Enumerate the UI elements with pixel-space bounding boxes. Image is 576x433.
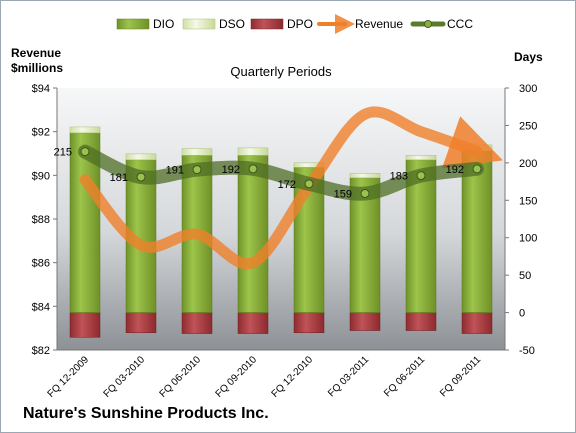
left-axis-tick-label: $90 (32, 170, 50, 182)
ccc-data-label: 192 (446, 164, 464, 176)
legend-item-dpo: DPO (250, 17, 313, 31)
dso-bar (69, 126, 101, 134)
right-axis-tick-label: 300 (519, 83, 537, 95)
ccc-marker (80, 147, 90, 157)
right-axis-tick-label: 0 (519, 308, 525, 320)
revenue-series (79, 106, 503, 270)
legend-label-revenue: Revenue (355, 17, 403, 31)
dpo-bar (69, 312, 101, 338)
right-axis-tick-label: -50 (519, 345, 535, 357)
ccc-marker (248, 164, 258, 174)
dpo-bar (181, 312, 213, 334)
legend-item-dso: DSO (182, 17, 245, 31)
ccc-data-label: 191 (166, 165, 184, 177)
ccc-marker (472, 164, 482, 174)
right-axis-tick-label: 150 (519, 195, 537, 207)
right-axis-tick-label: 200 (519, 158, 537, 170)
ccc-data-label: 181 (110, 172, 128, 184)
category-label: FQ 12-2009 (46, 354, 92, 400)
right-axis-tick-label: 100 (519, 233, 537, 245)
dso-bar (405, 155, 437, 161)
right-axis-tick-label: 250 (519, 120, 537, 132)
ccc-marker (136, 172, 146, 182)
plot-area (57, 88, 505, 350)
right-axis-tick-label: 50 (519, 270, 531, 282)
left-axis-tick-label: $86 (32, 258, 50, 270)
category-label: FQ 09-2010 (214, 354, 260, 400)
dpo-bar (349, 312, 381, 331)
right-axis-title: Days (514, 50, 543, 64)
category-label: FQ 03-2010 (102, 354, 148, 400)
legend-label-dio: DIO (153, 17, 174, 31)
dso-bar (125, 153, 157, 161)
dso-bar (181, 148, 213, 156)
company-name: Nature's Sunshine Products Inc. (23, 405, 269, 422)
ccc-marker (416, 171, 426, 181)
category-label: FQ 06-2010 (158, 354, 204, 400)
category-label: FQ 09-2011 (438, 354, 483, 399)
left-axis-tick-label: $84 (32, 301, 50, 313)
right-axis-ticks: -50 0 50 100 150 200 250 300 (505, 83, 537, 357)
dpo-bar (237, 312, 269, 334)
category-labels: FQ 12-2009 FQ 03-2010 FQ 06-2010 FQ 09-2010… (46, 354, 484, 400)
legend-label-ccc: CCC (447, 17, 473, 31)
legend-item-dio: DIO (116, 17, 174, 31)
legend-marker-ccc (424, 20, 432, 28)
ccc-marker (192, 165, 202, 175)
dpo-bar (125, 312, 157, 334)
ccc-series (78, 144, 484, 201)
dio-bar (461, 150, 493, 313)
left-axis-ticks: $82 $84 $86 $88 $90 $92 $94 (32, 83, 57, 357)
legend-label-dpo: DPO (287, 17, 313, 31)
ccc-data-label: 172 (278, 179, 296, 191)
dio-bar (237, 155, 269, 313)
legend-label-dso: DSO (219, 17, 245, 31)
legend-swatch-dpo (250, 18, 284, 30)
dpo-bar (461, 312, 493, 334)
dso-bar (349, 173, 381, 179)
left-axis-title-line2: $millions (11, 61, 63, 75)
legend-swatch-dso (182, 18, 216, 30)
dpo-bar (405, 312, 437, 331)
left-axis-title-line1: Revenue (11, 46, 61, 60)
legend-item-revenue: Revenue (317, 14, 403, 34)
category-label: FQ 06-2011 (382, 354, 427, 399)
left-axis-tick-label: $82 (32, 345, 50, 357)
dpo-bar (293, 312, 325, 334)
ccc-data-label: 215 (54, 147, 72, 159)
ccc-data-labels: 215 181 191 192 172 159 183 192 (54, 147, 464, 201)
left-axis-tick-label: $92 (32, 127, 50, 139)
category-label: FQ 03-2011 (326, 354, 371, 399)
ccc-data-label: 159 (334, 189, 352, 201)
ccc-data-label: 183 (390, 171, 408, 183)
revenue-line (79, 106, 503, 270)
left-axis-tick-label: $94 (32, 83, 50, 95)
ccc-marker (360, 189, 370, 199)
legend-swatch-dio (116, 18, 150, 30)
ccc-marker (304, 179, 314, 189)
chart-subtitle: Quarterly Periods (230, 64, 332, 79)
dso-bar (237, 147, 269, 156)
ccc-line (78, 144, 484, 201)
category-label: FQ 12-2010 (270, 354, 316, 400)
ccc-data-label: 192 (222, 164, 240, 176)
legend-item-ccc: CCC (410, 17, 473, 31)
left-axis-tick-label: $88 (32, 214, 50, 226)
legend: DIO DSO DPO Revenue CCC (116, 14, 473, 34)
